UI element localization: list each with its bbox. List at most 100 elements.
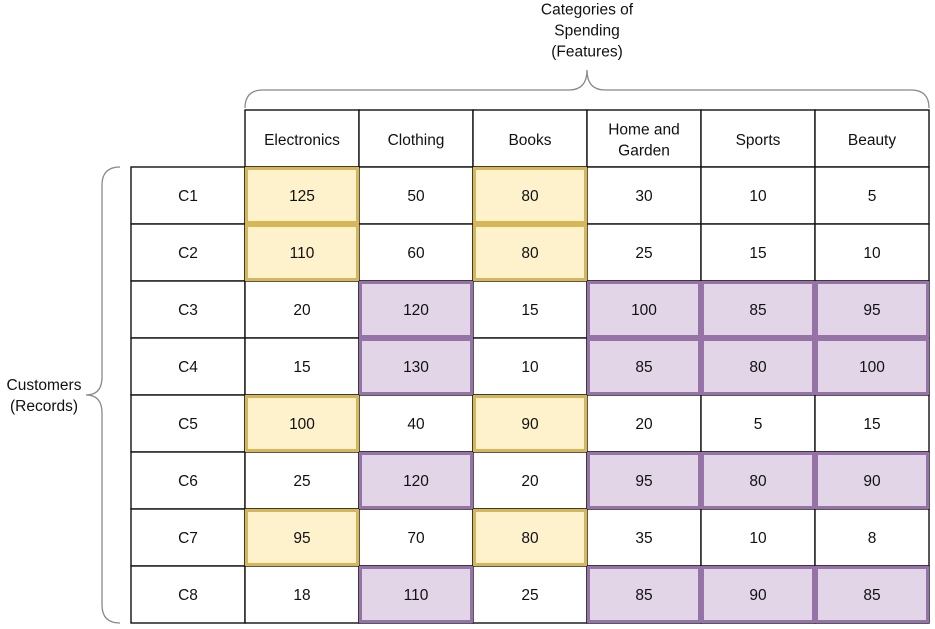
row-id: C5 [178, 416, 198, 433]
cell-value: 120 [403, 302, 429, 319]
highlight-cell-purple [359, 281, 473, 338]
column-header: Beauty [848, 132, 897, 149]
column-header-line: Garden [618, 142, 670, 159]
highlight-cell-purple [815, 452, 929, 509]
highlight-cell-yellow [245, 395, 359, 452]
cell-value: 20 [293, 302, 311, 319]
table-cell [244, 337, 360, 396]
cell-value: 10 [749, 188, 767, 205]
highlight-cell-purple [359, 452, 473, 509]
highlight-cell-yellow [473, 395, 587, 452]
highlight-cell-purple [587, 338, 701, 395]
cell-value: 110 [290, 245, 315, 262]
records-label: Customers (Records) [7, 377, 82, 415]
row-id: C7 [178, 530, 198, 547]
cell-value: 5 [754, 416, 763, 433]
column-header-line: Clothing [388, 132, 445, 149]
cell-value: 85 [863, 587, 880, 604]
cell-value: 120 [403, 473, 429, 490]
row-id-cell [130, 280, 246, 339]
column-header: Clothing [388, 132, 445, 149]
cell-value: 90 [749, 587, 767, 604]
highlight-cell-purple [587, 281, 701, 338]
highlight-cell-purple [359, 566, 473, 623]
row-id-cell [130, 508, 246, 567]
highlight-cell-purple [815, 281, 929, 338]
cell-value: 100 [631, 302, 657, 319]
row-id: C1 [178, 188, 198, 205]
cell-value: 95 [293, 530, 310, 547]
header-cell [358, 109, 474, 168]
records-label-line: Customers [7, 377, 82, 394]
highlight-layer [245, 167, 929, 623]
features-label-line: Spending [554, 22, 620, 39]
table-cell [472, 451, 588, 510]
row-id: C4 [178, 359, 198, 376]
cell-value: 30 [635, 188, 653, 205]
row-id: C6 [178, 473, 198, 490]
cell-value: 95 [635, 473, 652, 490]
cell-value: 40 [407, 416, 425, 433]
highlight-cell-yellow [473, 509, 587, 566]
highlight-cell-purple [701, 281, 815, 338]
table-cell [472, 565, 588, 624]
cell-value: 20 [521, 473, 539, 490]
features-label: Categories of Spending (Features) [541, 1, 634, 60]
cell-value: 10 [521, 359, 539, 376]
table-cell [244, 565, 360, 624]
header-cell [472, 109, 588, 168]
cell-value: 15 [521, 302, 538, 319]
records-label-line: (Records) [10, 398, 78, 415]
cell-value: 80 [749, 473, 767, 490]
column-header: Electronics [264, 132, 340, 149]
row-id: C8 [178, 587, 198, 604]
highlight-cell-purple [587, 452, 701, 509]
table-cell [700, 508, 816, 567]
cell-value: 85 [749, 302, 766, 319]
table-cell [472, 337, 588, 396]
table-cell [700, 223, 816, 282]
column-header-line: Sports [736, 132, 781, 149]
cell-value: 110 [404, 587, 429, 604]
cell-value: 25 [293, 473, 310, 490]
table-body: C1 125 50 80 30 10 5 C2 110 60 80 25 15 10 C3 20 120 15 10… [178, 188, 885, 604]
column-header-line: Books [508, 132, 551, 149]
left-brace [85, 166, 121, 624]
highlight-cell-yellow [245, 167, 359, 224]
features-label-line: (Features) [551, 43, 623, 60]
row-id: C3 [178, 302, 198, 319]
column-header-line: Beauty [848, 132, 897, 149]
highlight-cell-purple [701, 338, 815, 395]
cell-value: 15 [293, 359, 310, 376]
row-id-cell [130, 565, 246, 624]
column-header-line: Home and [608, 121, 680, 138]
highlight-cell-purple [815, 566, 929, 623]
cell-value: 100 [289, 416, 315, 433]
cell-value: 60 [407, 245, 425, 262]
highlight-cell-purple [587, 566, 701, 623]
highlight-cell-yellow [473, 224, 587, 281]
cell-value: 15 [863, 416, 880, 433]
header-cell [244, 109, 360, 168]
table-cell [700, 394, 816, 453]
cell-value: 15 [749, 245, 766, 262]
table-cell [700, 166, 816, 225]
row-id-cell [130, 223, 246, 282]
cell-value: 70 [407, 530, 425, 547]
highlight-cell-yellow [245, 224, 359, 281]
cell-value: 35 [635, 530, 652, 547]
column-header: Books [508, 132, 551, 149]
cell-value: 125 [289, 188, 315, 205]
header-cell [814, 109, 930, 168]
cell-value: 85 [635, 587, 652, 604]
column-header: Home and Garden [608, 121, 680, 159]
row-id-cell [130, 337, 246, 396]
cell-value: 50 [407, 188, 425, 205]
cell-value: 90 [521, 416, 539, 433]
cell-value: 25 [635, 245, 652, 262]
cell-value: 18 [293, 587, 310, 604]
cell-value: 80 [749, 359, 767, 376]
table-cell [814, 223, 930, 282]
cell-value: 8 [868, 530, 877, 547]
